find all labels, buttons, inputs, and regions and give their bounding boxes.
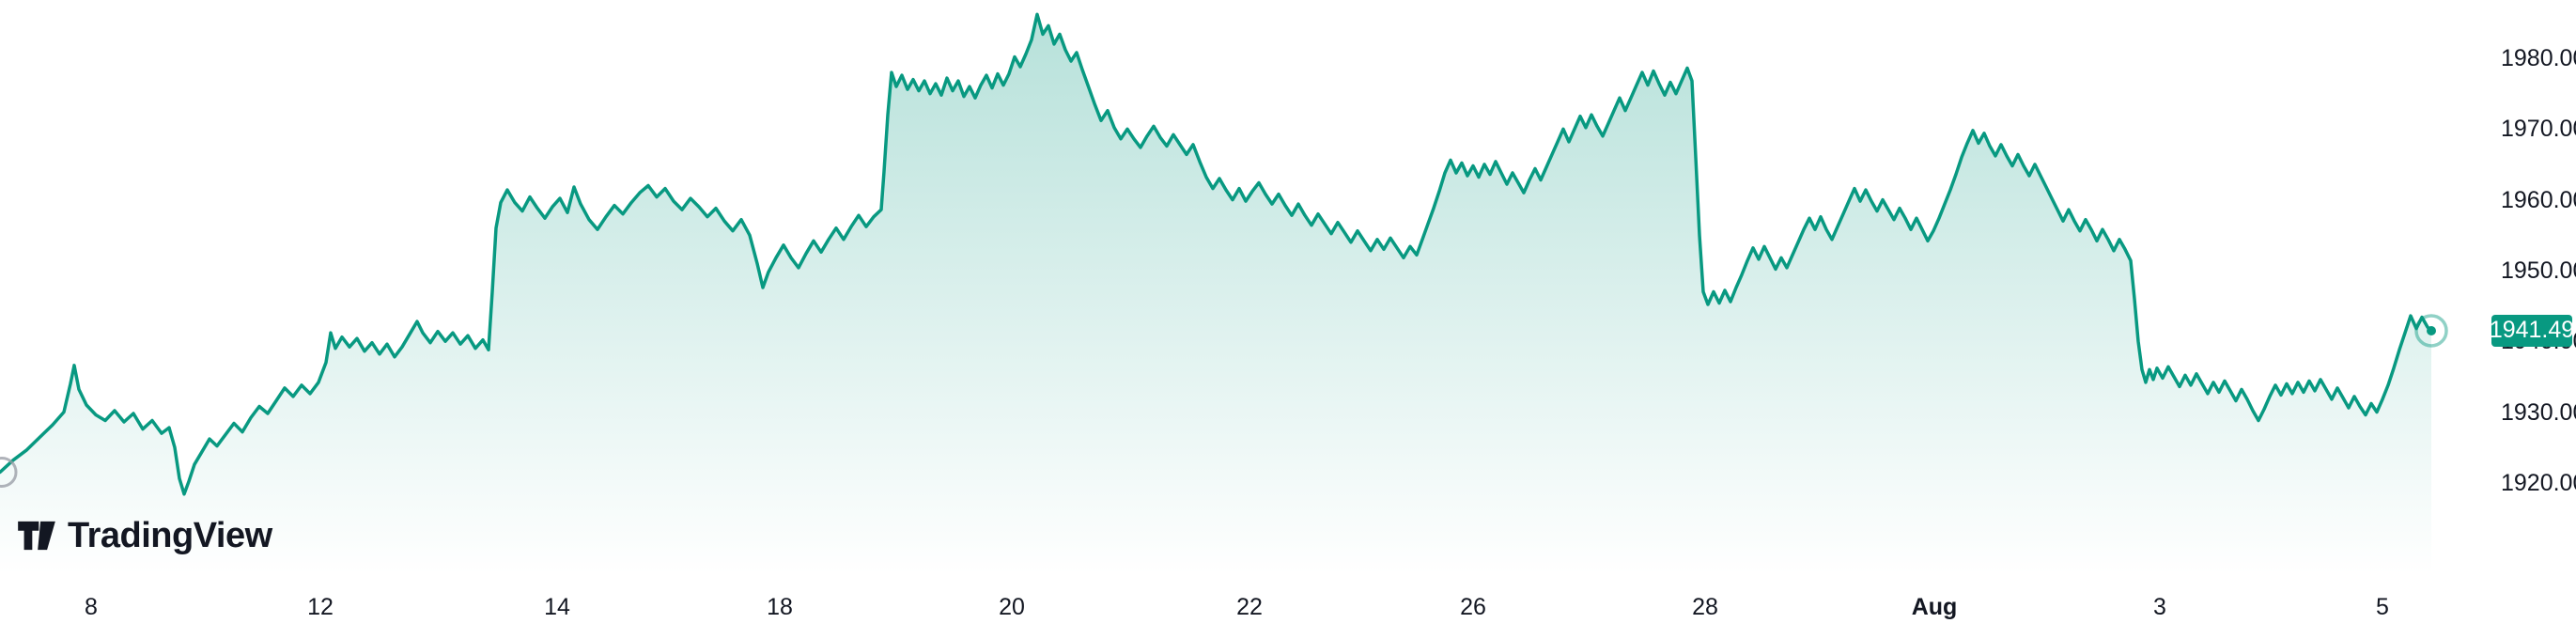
last-point-ring xyxy=(2414,314,2448,348)
series-start-marker xyxy=(0,457,18,489)
price-line xyxy=(0,12,2433,496)
time-axis-label: 20 xyxy=(999,594,1025,620)
time-axis-label: 14 xyxy=(544,594,570,620)
time-axis-label: 12 xyxy=(307,594,334,620)
time-axis-label: 3 xyxy=(2153,594,2166,620)
price-axis-label: 1930.00 xyxy=(2501,398,2576,426)
area-fill xyxy=(0,14,2431,576)
price-axis-label: 1970.00 xyxy=(2501,116,2576,143)
tradingview-logo-text: TradingView xyxy=(68,516,272,555)
time-axis-label: Aug xyxy=(1911,594,1958,620)
time-axis-label: 5 xyxy=(2376,594,2389,620)
tradingview-logo-icon xyxy=(18,521,55,551)
price-axis-label: 1960.00 xyxy=(2501,186,2576,213)
last-price-value: 1941.49 xyxy=(2489,317,2575,344)
last-point-dot xyxy=(2427,325,2436,335)
time-axis-label: 28 xyxy=(1692,594,1718,620)
price-axis-label: 1920.00 xyxy=(2501,469,2576,496)
time-axis-label: 26 xyxy=(1460,594,1486,620)
price-axis-label: 1950.00 xyxy=(2501,257,2576,284)
price-axis-label: 1980.00 xyxy=(2501,45,2576,71)
tradingview-logo[interactable]: TradingView xyxy=(17,515,272,556)
time-axis-label: 8 xyxy=(85,594,98,620)
time-axis-label: 18 xyxy=(767,594,793,620)
last-price-badge: 1941.49 xyxy=(2489,314,2575,347)
time-axis-label: 22 xyxy=(1236,594,1263,620)
